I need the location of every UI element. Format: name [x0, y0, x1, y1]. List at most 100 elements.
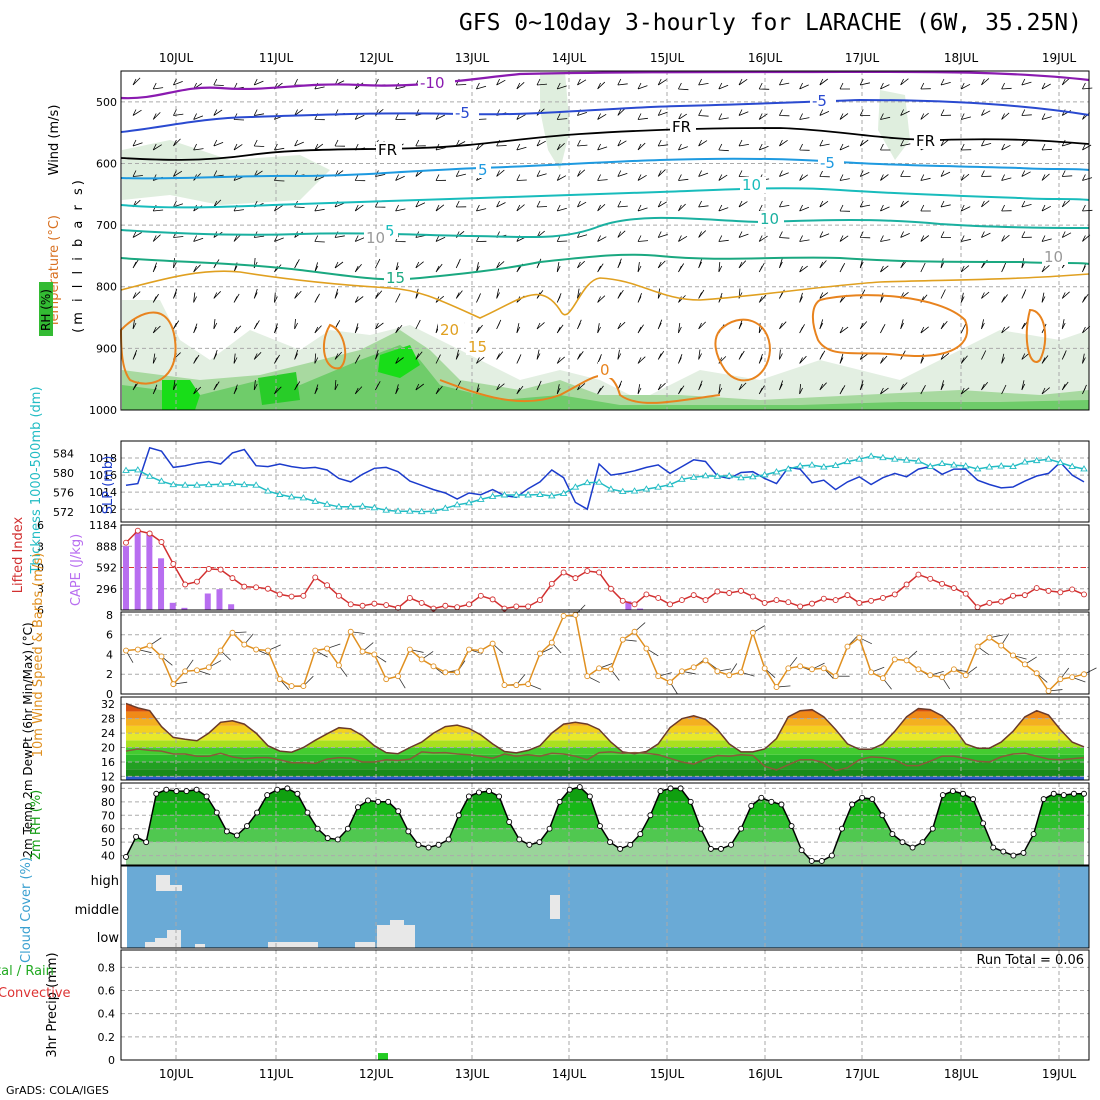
wind-barb	[637, 384, 642, 395]
wind-barb	[294, 139, 304, 147]
axis-label-cloud: Cloud Cover (%)	[19, 857, 34, 963]
wind-barb	[1001, 353, 1005, 364]
wind-barb	[577, 319, 582, 330]
wind-barb	[577, 139, 588, 147]
wind-barb	[173, 200, 184, 208]
lifted-index-line-point	[489, 596, 496, 603]
wind-speed-line-point	[915, 666, 922, 673]
rh-line-point	[1000, 848, 1007, 855]
thickness-line-point	[1080, 465, 1088, 472]
wind-barb	[314, 204, 325, 212]
wind-barb	[617, 170, 628, 177]
wind-barb	[859, 200, 871, 208]
x-tick-label-top: 17JUL	[845, 51, 880, 65]
rh-line-point	[637, 831, 644, 838]
isotherm-contour	[120, 157, 1090, 180]
lifted-index-line-point	[809, 600, 815, 607]
wind-barb	[496, 169, 505, 177]
cloud-block	[355, 942, 375, 948]
y-tick-label-rh: 40	[101, 850, 115, 863]
wind-barb	[637, 113, 648, 120]
thickness-line-point	[500, 491, 509, 498]
wind-barb	[900, 78, 909, 86]
rh-line-point	[738, 825, 745, 832]
wind-barb	[455, 170, 466, 177]
wind-barb	[294, 259, 300, 269]
contour-label: 10	[760, 210, 779, 228]
wind-barb	[698, 321, 706, 330]
contour-label-bg	[818, 155, 844, 171]
contour-label-bg	[598, 362, 613, 378]
wind-speed-line-point	[229, 629, 236, 636]
wind-speed-line-point	[655, 673, 662, 680]
wind-barb	[698, 380, 703, 391]
thickness-line-point	[890, 455, 899, 462]
contour-label: 10	[1044, 248, 1063, 266]
thickness-line-point	[299, 494, 308, 501]
wind-barb	[354, 323, 359, 334]
panel-frame	[120, 949, 1090, 1061]
lifted-index-line-point	[820, 595, 827, 602]
wind-barb	[213, 199, 222, 208]
wind-barb	[536, 139, 546, 147]
rh-line-point	[546, 825, 553, 832]
lifted-index-line-point	[205, 565, 212, 572]
lifted-index-line-point	[986, 599, 993, 606]
wind-speed-line-point	[442, 669, 449, 676]
rh-line-point	[123, 853, 129, 860]
wind-barb	[839, 263, 846, 273]
wind-barb	[516, 143, 527, 151]
wind-barb	[597, 385, 604, 395]
wind-speed-line-point	[856, 634, 863, 641]
wind-speed-line-point	[454, 669, 461, 676]
rh-shading	[122, 345, 1089, 410]
wind-barb	[617, 289, 624, 299]
wind-barb	[859, 289, 866, 299]
wind-speed-line-point	[525, 681, 532, 688]
x-tick-label-top: 14JUL	[552, 51, 587, 65]
wind-barb	[738, 109, 749, 116]
wind-barb	[880, 204, 890, 212]
isotherm-contour	[439, 374, 721, 404]
thickness-line-point	[157, 477, 166, 484]
wind-barb	[354, 354, 361, 364]
wind-speed-line-point	[276, 676, 283, 683]
contour-label: 10	[366, 229, 385, 247]
wind-barb	[657, 109, 668, 116]
wind-barb	[799, 324, 805, 334]
wind-barb	[940, 200, 951, 208]
wind-speed-line-point	[241, 641, 248, 648]
wind-barb	[839, 174, 850, 181]
wind-barb	[617, 230, 626, 238]
y-tick-label-rh: 50	[101, 836, 115, 849]
lifted-index-line-point	[170, 561, 177, 567]
rh-line-point	[808, 858, 815, 864]
wind-barb	[132, 170, 143, 177]
wind-barb	[536, 349, 541, 360]
wind-barb	[253, 380, 258, 391]
isotherm-contour	[322, 323, 347, 370]
wind-barb	[738, 231, 749, 238]
wind-barb	[718, 235, 729, 242]
wind-barb	[960, 355, 968, 364]
wind-barb	[880, 235, 891, 242]
lifted-index-line-point	[1057, 589, 1064, 596]
wind-barb	[274, 292, 278, 303]
rh-line-point	[556, 798, 563, 805]
wind-barb	[132, 319, 137, 330]
rh-shading	[378, 345, 420, 378]
y-tick-label-wind: 8	[106, 609, 113, 622]
wind-barb	[375, 349, 379, 360]
wind-speed-line-point	[264, 647, 271, 654]
wind-barb	[274, 323, 278, 334]
lifted-index-line-point	[903, 581, 910, 588]
wind-speed-line-point	[205, 664, 212, 671]
thickness-line-point	[879, 453, 887, 461]
wind-barb	[193, 235, 204, 242]
wind-barb	[1001, 262, 1007, 273]
wind-barb	[435, 354, 441, 364]
wind-barb	[1021, 109, 1032, 116]
rh-line-point	[304, 809, 311, 816]
thickness-line-point	[701, 471, 710, 479]
wind-barb	[193, 113, 204, 120]
